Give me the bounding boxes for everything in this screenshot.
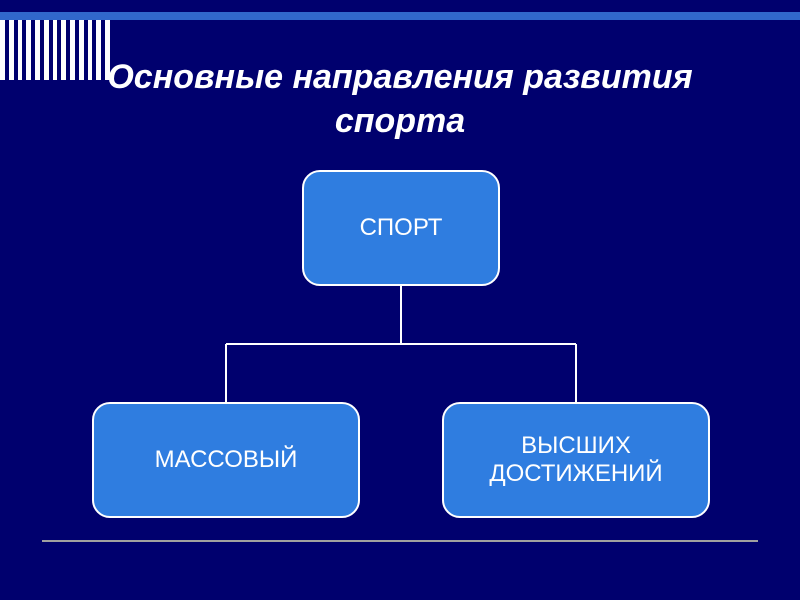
slide: Основные направления развития спорта СПО… bbox=[0, 0, 800, 600]
stripe bbox=[9, 20, 14, 80]
slide-title: Основные направления развития спорта bbox=[60, 55, 740, 143]
stripe bbox=[0, 20, 5, 80]
connector bbox=[575, 344, 577, 402]
stripe bbox=[26, 20, 31, 80]
bottom-divider bbox=[42, 540, 758, 542]
stripe bbox=[44, 20, 49, 80]
connector bbox=[226, 343, 576, 345]
top-accent-bar bbox=[0, 12, 800, 20]
stripe bbox=[53, 20, 58, 80]
diagram-area: СПОРТ МАССОВЫЙ ВЫСШИХ ДОСТИЖЕНИЙ bbox=[0, 170, 800, 530]
stripe bbox=[18, 20, 23, 80]
node-left: МАССОВЫЙ bbox=[92, 402, 360, 518]
stripe bbox=[35, 20, 40, 80]
node-right: ВЫСШИХ ДОСТИЖЕНИЙ bbox=[442, 402, 710, 518]
node-root: СПОРТ bbox=[302, 170, 500, 286]
connector bbox=[400, 286, 402, 344]
connector bbox=[225, 344, 227, 402]
